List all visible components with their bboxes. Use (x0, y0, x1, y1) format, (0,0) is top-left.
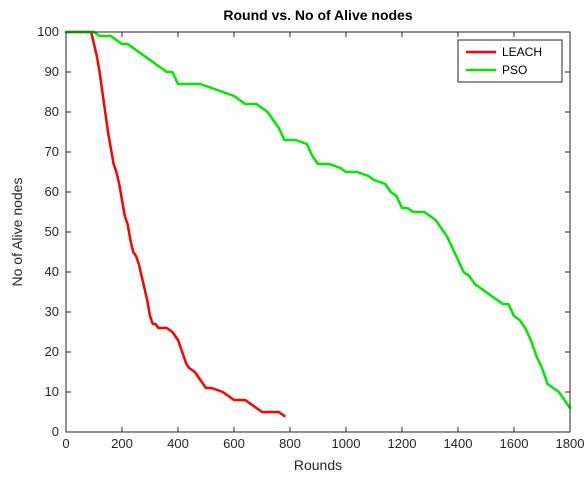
plot-area (66, 32, 570, 432)
x-tick-label: 1800 (556, 436, 585, 451)
x-tick-label: 400 (167, 436, 189, 451)
x-tick-label: 1000 (332, 436, 361, 451)
series-line-pso (64, 30, 572, 410)
y-tick-label: 70 (45, 144, 59, 159)
x-tick-label: 1400 (444, 436, 473, 451)
y-tick-label: 60 (45, 184, 59, 199)
series-line-leach (64, 30, 286, 418)
y-axis-label: No of Alive nodes (9, 178, 25, 287)
x-tick-label: 0 (62, 436, 69, 451)
legend-label-pso: PSO (502, 63, 527, 77)
chart-title: Round vs. No of Alive nodes (223, 7, 412, 23)
x-tick-label: 800 (279, 436, 301, 451)
legend-label-leach: LEACH (502, 45, 542, 59)
x-tick-label: 1200 (388, 436, 417, 451)
plot-frame (65, 31, 571, 433)
y-tick-label: 80 (45, 104, 59, 119)
y-tick-label: 40 (45, 264, 59, 279)
x-tick-label: 1600 (500, 436, 529, 451)
y-tick-label: 30 (45, 304, 59, 319)
y-tick-label: 20 (45, 344, 59, 359)
y-tick-label: 50 (45, 224, 59, 239)
y-tick-label: 100 (37, 24, 59, 39)
axis-ticks: 0 200 400 600 800 1000 1200 1400 1600 1800 0 10 20 30… (37, 24, 584, 451)
y-tick-label: 0 (52, 424, 59, 439)
y-tick-label: 90 (45, 64, 59, 79)
x-axis-label: Rounds (294, 457, 342, 473)
legend-box (457, 39, 563, 83)
x-tick-label: 200 (111, 436, 133, 451)
legend: LEACH PSO (457, 39, 563, 83)
x-tick-label: 600 (223, 436, 245, 451)
y-tick-label: 10 (45, 384, 59, 399)
series-lines (64, 30, 572, 418)
